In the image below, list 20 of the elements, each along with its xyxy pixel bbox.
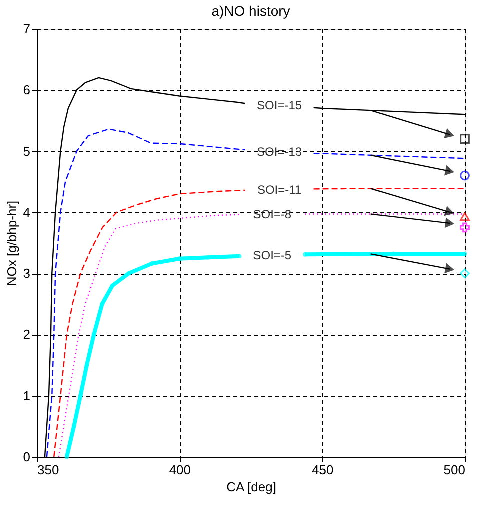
x-tick-label: 450 [312,462,334,478]
annotation: SOI=-8 [253,208,292,222]
annotation: SOI=-13 [257,144,302,159]
annotation: SOI=-5 [253,248,292,263]
chart-title: a)NO history [212,3,290,19]
annotation: SOI=-15 [257,98,302,113]
y-tick-label: 6 [23,82,30,98]
y-tick-label: 7 [23,22,30,36]
y-tick-label: 4 [23,204,30,220]
x-tick-label: 350 [38,462,60,478]
y-tick-label: 2 [23,327,30,342]
y-axis-title: NOx [g/bhp-hr] [4,200,20,286]
annotation: SOI=-11 [257,182,302,197]
y-tick-label: 0 [23,450,30,464]
x-tick-label: 500 [444,462,466,478]
x-axis-title: CA [deg] [226,480,276,494]
y-tick-label: 5 [23,144,30,159]
y-tick-label: 3 [23,266,30,282]
y-tick-label: 1 [23,388,30,404]
x-tick-label: 400 [169,462,192,478]
